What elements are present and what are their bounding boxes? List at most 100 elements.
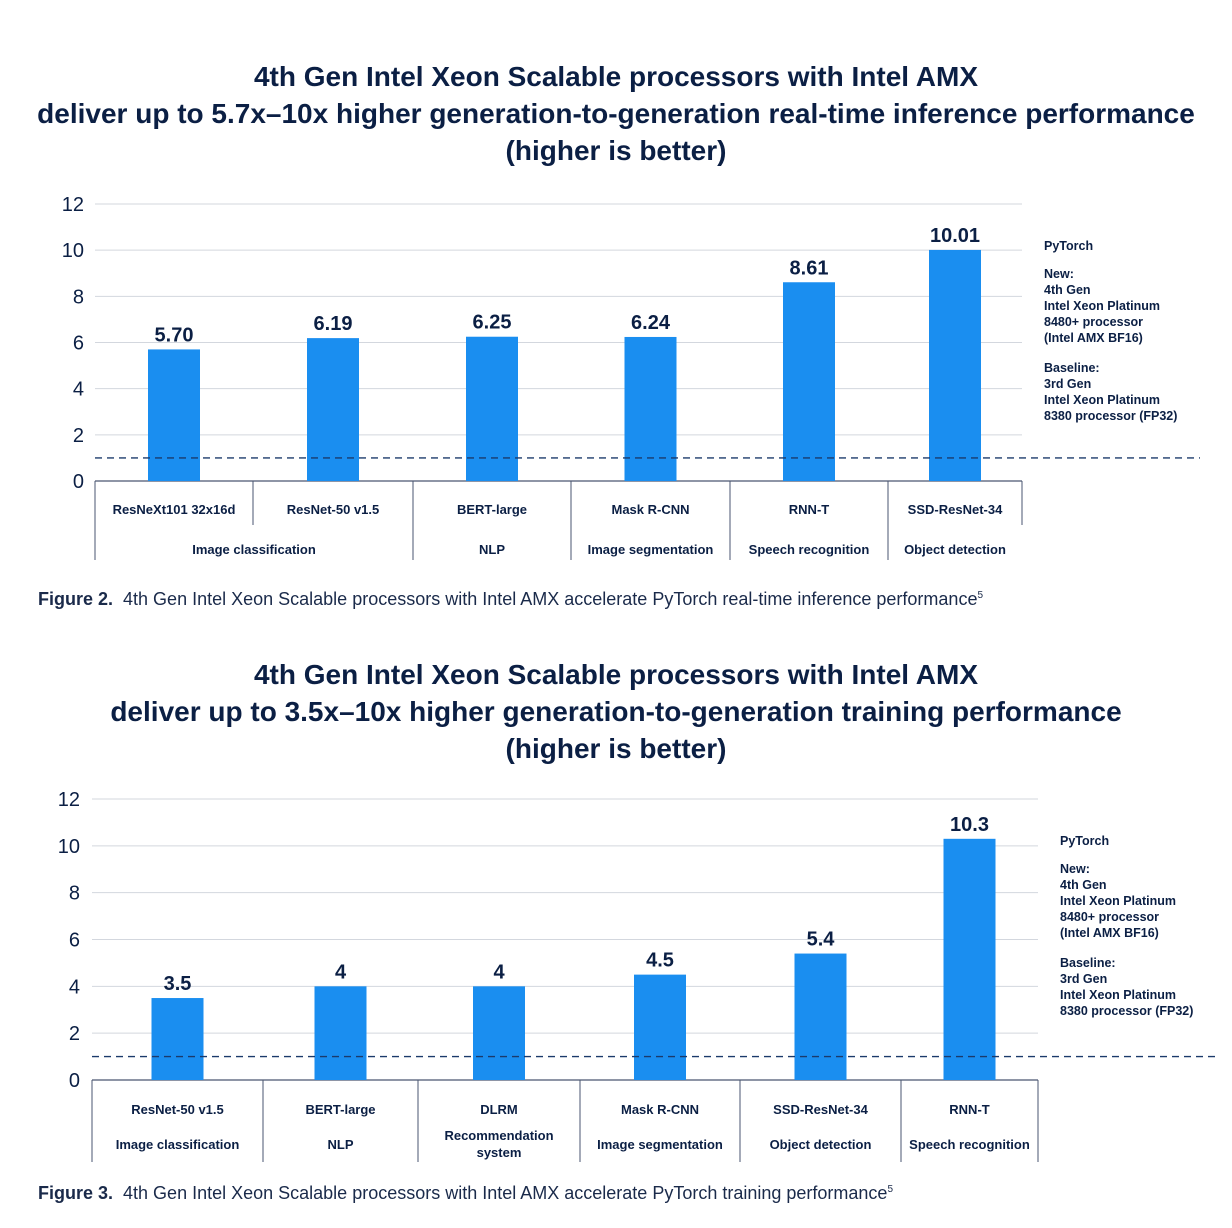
y-tick-label: 0 xyxy=(69,1070,80,1092)
y-tick-label: 8 xyxy=(69,883,80,905)
bar xyxy=(624,336,677,481)
data-label: 4 xyxy=(493,961,505,983)
group-label: Image segmentation xyxy=(588,542,714,557)
data-label: 5.4 xyxy=(807,929,836,951)
y-tick-label: 10 xyxy=(58,836,80,858)
x-tick-label: Mask R-CNN xyxy=(611,502,689,517)
x-tick-label: SSD-ResNet-34 xyxy=(773,1102,868,1117)
bar xyxy=(151,998,204,1080)
chart-1-title-line: (higher is better) xyxy=(505,135,727,166)
bar xyxy=(307,338,359,481)
legend-line: Intel Xeon Platinum xyxy=(1044,299,1160,313)
caption-text: 4th Gen Intel Xeon Scalable processors w… xyxy=(123,589,978,609)
y-tick-label: 2 xyxy=(69,1023,80,1045)
legend-line: 4th Gen xyxy=(1044,283,1091,297)
chart-2-title-line: 4th Gen Intel Xeon Scalable processors w… xyxy=(253,659,979,690)
caption-footnote: 5 xyxy=(887,1184,893,1195)
legend-line: (Intel AMX BF16) xyxy=(1044,331,1143,345)
group-label: Recommendation xyxy=(444,1128,553,1143)
data-label: 10.01 xyxy=(930,225,980,247)
caption-label: Figure 3. xyxy=(38,1183,114,1203)
chart-1-legend: PyTorch New: 4th Gen Intel Xeon Platinum… xyxy=(1044,238,1177,438)
bar xyxy=(473,986,525,1080)
x-tick-label: RNN-T xyxy=(949,1102,989,1117)
legend-line: New: xyxy=(1044,267,1074,281)
legend-line: (Intel AMX BF16) xyxy=(1060,926,1159,940)
legend-line: Baseline: xyxy=(1060,956,1116,970)
legend-framework: PyTorch xyxy=(1044,239,1094,253)
bar xyxy=(634,974,686,1080)
legend-line: Baseline: xyxy=(1044,361,1100,375)
chart-1-title-line: deliver up to 5.7x–10x higher generation… xyxy=(37,98,1195,129)
group-label: Speech recognition xyxy=(909,1137,1030,1152)
legend-new: New: 4th Gen Intel Xeon Platinum 8480+ p… xyxy=(1044,266,1177,346)
group-label: Object detection xyxy=(904,542,1006,557)
data-label: 3.5 xyxy=(164,973,192,995)
bar xyxy=(783,282,835,481)
x-tick-label: SSD-ResNet-34 xyxy=(908,502,1003,517)
group-label: NLP xyxy=(328,1137,354,1152)
chart-2-title: 4th Gen Intel Xeon Scalable processors w… xyxy=(0,656,1232,767)
data-label: 4 xyxy=(335,961,347,983)
group-label: system xyxy=(477,1145,522,1160)
chart-2-legend: PyTorch New: 4th Gen Intel Xeon Platinum… xyxy=(1060,833,1193,1033)
data-label: 8.61 xyxy=(790,257,829,279)
x-tick-label: ResNeXt101 32x16d xyxy=(113,502,236,517)
legend-new: New: 4th Gen Intel Xeon Platinum 8480+ p… xyxy=(1060,861,1193,941)
chart-2-caption: Figure 3. 4th Gen Intel Xeon Scalable pr… xyxy=(38,1183,893,1204)
data-label: 6.19 xyxy=(314,313,353,335)
caption-label: Figure 2. xyxy=(38,589,114,609)
chart-1-title-line: 4th Gen Intel Xeon Scalable processors w… xyxy=(253,61,979,92)
x-tick-label: RNN-T xyxy=(789,502,829,517)
y-tick-label: 12 xyxy=(58,789,80,811)
data-label: 6.25 xyxy=(473,312,512,334)
bar xyxy=(148,349,200,481)
legend-line: 8380 processor (FP32) xyxy=(1044,409,1178,423)
y-tick-label: 8 xyxy=(73,286,84,308)
legend-line: Intel Xeon Platinum xyxy=(1060,988,1176,1002)
bar xyxy=(929,249,981,481)
chart-2-title-line: (higher is better) xyxy=(505,733,727,764)
bar xyxy=(314,986,367,1080)
y-tick-label: 4 xyxy=(69,976,80,998)
chart-1: 0 2 4 6 8 10 12 5.70 ResNeXt101 32x16d 6.19 ResNet… xyxy=(62,194,1200,560)
data-label: 6.24 xyxy=(631,312,671,334)
x-tick-label: Mask R-CNN xyxy=(621,1102,699,1117)
y-tick-label: 6 xyxy=(73,333,84,355)
bar xyxy=(794,953,847,1080)
x-tick-label: ResNet-50 v1.5 xyxy=(287,502,380,517)
y-tick-label: 12 xyxy=(62,194,84,216)
legend-line: 8480+ processor xyxy=(1060,910,1160,924)
legend-line: 8380 processor (FP32) xyxy=(1060,1004,1194,1018)
legend-framework: PyTorch xyxy=(1060,834,1110,848)
caption-footnote: 5 xyxy=(977,590,984,601)
x-tick-label: ResNet-50 v1.5 xyxy=(131,1102,224,1117)
bar xyxy=(466,336,518,481)
y-tick-label: 10 xyxy=(62,240,84,262)
legend-baseline: Baseline: 3rd Gen Intel Xeon Platinum 83… xyxy=(1060,955,1193,1019)
bar xyxy=(943,838,996,1080)
group-label: Object detection xyxy=(770,1137,872,1152)
group-label: Image segmentation xyxy=(597,1137,723,1152)
group-label: NLP xyxy=(479,542,505,557)
legend-line: 3rd Gen xyxy=(1044,377,1092,391)
y-tick-label: 4 xyxy=(73,379,84,401)
group-label: Image classification xyxy=(192,542,316,557)
chart-2-title-line: deliver up to 3.5x–10x higher generation… xyxy=(110,696,1122,727)
data-label: 10.3 xyxy=(950,814,989,836)
y-tick-label: 2 xyxy=(73,425,84,447)
legend-line: 4th Gen xyxy=(1060,878,1107,892)
x-tick-label: BERT-large xyxy=(305,1102,375,1117)
legend-line: 3rd Gen xyxy=(1060,972,1108,986)
y-tick-label: 0 xyxy=(73,471,84,493)
chart-1-title: 4th Gen Intel Xeon Scalable processors w… xyxy=(0,58,1232,169)
y-tick-label: 6 xyxy=(69,930,80,952)
legend-line: 8480+ processor xyxy=(1044,315,1144,329)
data-label: 5.70 xyxy=(155,324,194,346)
legend-line: Intel Xeon Platinum xyxy=(1044,393,1160,407)
chart-1-caption: Figure 2. 4th Gen Intel Xeon Scalable pr… xyxy=(38,589,983,610)
caption-text: 4th Gen Intel Xeon Scalable processors w… xyxy=(123,1183,888,1203)
group-label: Speech recognition xyxy=(749,542,870,557)
x-tick-label: DLRM xyxy=(480,1102,518,1117)
